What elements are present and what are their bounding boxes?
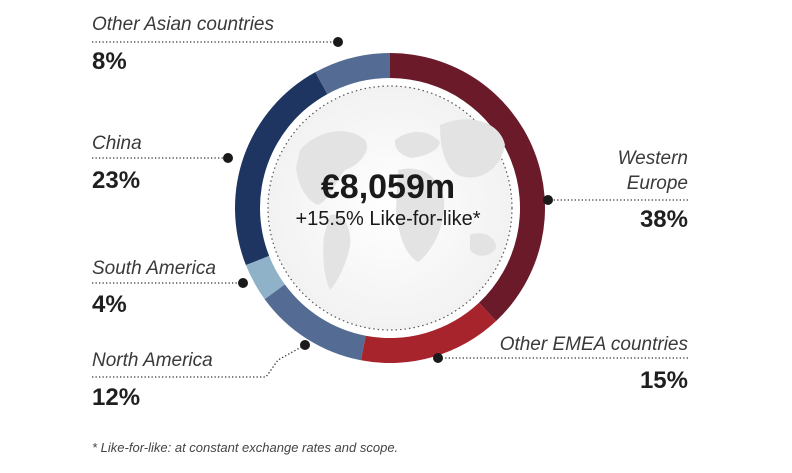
slice-other-emea-countries (360, 302, 497, 363)
label-other-emea-countries: Other EMEA countries (499, 334, 688, 355)
pct-western-europe: 38% (639, 206, 688, 233)
leader-line-north-america (92, 344, 306, 378)
pct-other-asian-countries: 8% (92, 48, 127, 75)
footnote: * Like-for-like: at constant exchange ra… (92, 440, 399, 455)
pct-south-america: 4% (92, 291, 127, 318)
slice-china (235, 72, 328, 266)
slice-north-america (264, 284, 366, 361)
slice-other-asian-countries (315, 53, 390, 95)
leader-dot-other-asian-countries (333, 37, 343, 47)
label-western-europe-line2: Europe (626, 173, 688, 194)
label-other-asian-countries: Other Asian countries (92, 14, 274, 35)
slice-south-america (245, 255, 285, 300)
label-north-america: North America (92, 350, 213, 371)
slice-western-europe (390, 53, 545, 321)
label-western-europe-line1: Western (617, 148, 688, 169)
label-south-america: South America (92, 258, 216, 279)
center-growth-subtitle: +15.5% Like-for-like* (295, 208, 481, 230)
leader-dot-china (223, 153, 233, 163)
leader-dot-other-emea-countries (433, 353, 443, 363)
leader-dot-north-america (300, 340, 310, 350)
label-china: China (92, 133, 142, 154)
pct-north-america: 12% (92, 384, 141, 411)
pct-other-emea-countries: 15% (639, 367, 688, 394)
leader-dot-south-america (238, 278, 248, 288)
pct-china: 23% (92, 167, 141, 194)
center-total-value: €8,059m (320, 168, 456, 206)
world-map-graphic (296, 119, 505, 290)
leader-dot-western-europe (543, 195, 553, 205)
